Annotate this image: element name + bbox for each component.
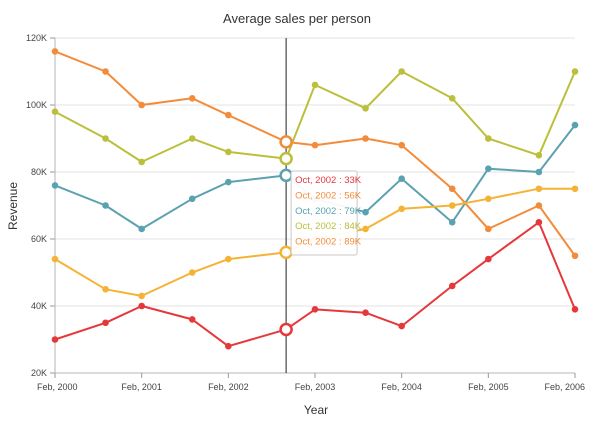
highlight-marker: [279, 135, 293, 149]
data-point: [311, 306, 319, 313]
data-point: [188, 95, 196, 102]
data-point: [398, 141, 405, 149]
tooltip: Oct, 2002 : 33K Oct, 2002 : 56K Oct, 2002 …: [290, 170, 362, 256]
data-point: [138, 292, 145, 300]
data-point: [535, 151, 543, 159]
y-tick-label: 120K: [26, 33, 47, 43]
data-point: [448, 218, 456, 226]
series-4: [51, 68, 579, 166]
tooltip-line: Oct, 2002 : 89K: [295, 237, 362, 248]
data-point: [188, 135, 196, 142]
data-point: [571, 68, 579, 75]
data-point: [448, 95, 456, 102]
data-point: [102, 202, 109, 209]
x-tick-label: Feb, 2005: [468, 382, 509, 392]
tooltip-line: Oct, 2002 : 56K: [295, 190, 362, 201]
data-point: [51, 182, 59, 189]
data-point: [225, 111, 232, 119]
data-point: [362, 135, 369, 142]
x-axis-title: Year: [304, 403, 328, 417]
data-point: [571, 252, 579, 260]
x-tick-label: Feb, 2006: [544, 382, 585, 392]
data-point: [138, 101, 145, 109]
highlight-marker: [279, 245, 293, 260]
data-point: [102, 135, 109, 142]
tooltip-box: [290, 170, 358, 256]
data-point: [188, 269, 196, 276]
x-tick-label: Feb, 2001: [121, 382, 162, 392]
data-point: [362, 105, 369, 112]
data-point: [188, 195, 196, 203]
series-3: [51, 121, 579, 233]
data-point: [485, 255, 492, 263]
data-point: [51, 108, 59, 115]
axes: 20K 40K 60K 80K 100K 120K Feb, 2000 Feb, 2001 Fe…: [26, 33, 585, 392]
highlight-marker: [279, 168, 293, 183]
data-point: [535, 185, 543, 193]
data-point: [188, 316, 196, 323]
data-point: [138, 158, 145, 166]
data-point: [225, 255, 232, 263]
data-point: [485, 165, 492, 172]
y-tick-label: 100K: [26, 100, 47, 110]
data-point: [311, 141, 319, 149]
highlight-marker: [279, 322, 293, 337]
data-point: [485, 195, 492, 203]
data-point: [398, 68, 405, 75]
x-tick-label: Feb, 2000: [37, 382, 78, 392]
data-point: [51, 48, 59, 55]
y-tick-label: 80K: [31, 167, 47, 177]
data-point: [535, 218, 543, 226]
data-point: [535, 168, 543, 176]
data-point: [485, 135, 492, 142]
data-point: [398, 175, 405, 182]
data-point: [398, 322, 405, 330]
data-point: [225, 178, 232, 186]
data-point: [51, 255, 59, 263]
data-point: [362, 225, 369, 233]
tooltip-line: Oct, 2002 : 79K: [295, 206, 362, 217]
data-point: [311, 81, 319, 89]
y-tick-label: 20K: [31, 368, 47, 378]
data-point: [102, 285, 109, 293]
data-point: [138, 302, 145, 310]
data-point: [138, 225, 145, 233]
data-point: [225, 148, 232, 156]
data-point: [485, 225, 492, 233]
data-point: [448, 202, 456, 209]
tooltip-line: Oct, 2002 : 84K: [295, 221, 362, 232]
data-point: [225, 342, 232, 350]
x-tick-label: Feb, 2003: [295, 382, 336, 392]
data-point: [362, 208, 369, 216]
data-point: [51, 336, 59, 343]
data-point: [448, 185, 456, 193]
x-tick-label: Feb, 2004: [381, 382, 422, 392]
highlight-marker: [279, 151, 293, 166]
data-point: [535, 202, 543, 209]
data-point: [362, 309, 369, 317]
y-tick-label: 60K: [31, 234, 47, 244]
chart-title: Average sales per person: [223, 11, 371, 26]
data-point: [571, 185, 579, 193]
series-1: [51, 218, 579, 350]
data-point: [102, 319, 109, 327]
y-axis-title: Revenue: [6, 182, 20, 230]
y-tick-label: 40K: [31, 301, 47, 311]
series-2: [51, 48, 579, 260]
x-tick-label: Feb, 2002: [208, 382, 249, 392]
data-point: [398, 205, 405, 213]
data-point: [571, 121, 579, 129]
data-point: [571, 306, 579, 313]
data-point: [448, 282, 456, 290]
tooltip-line: Oct, 2002 : 33K: [295, 175, 362, 186]
data-point: [102, 68, 109, 75]
crosshair: [279, 38, 293, 373]
